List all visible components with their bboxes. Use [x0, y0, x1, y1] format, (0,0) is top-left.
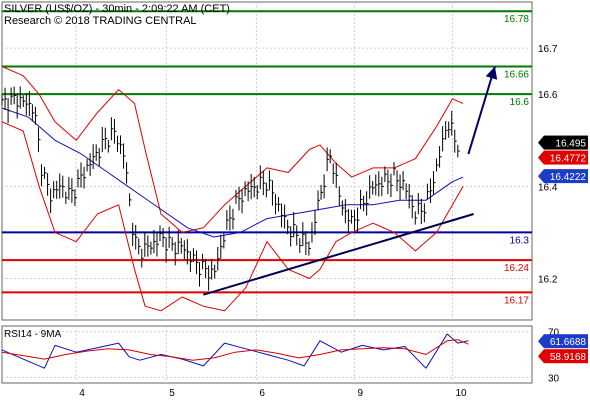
rsi-tick-label: 30 [548, 373, 560, 384]
level-label: 16.3 [510, 235, 530, 246]
price-tag-pointer [538, 169, 544, 184]
x-tick-label: 4 [79, 388, 85, 399]
price-tag-box [544, 150, 588, 165]
rsi-line [1, 333, 469, 369]
bollinger-upper-line [1, 66, 464, 233]
rsi-title: RSI14 - 9MA [4, 329, 62, 340]
level-label: 16.24 [504, 263, 529, 274]
target-arrow-shaft [467, 66, 496, 155]
moving-average-line [1, 107, 464, 238]
bollinger-lower-line [1, 121, 464, 312]
rsi-tag-pointer [538, 334, 544, 349]
x-tick-label: 9 [357, 388, 363, 399]
price-tag-box [544, 169, 588, 184]
y-tick-label: 16.6 [538, 90, 558, 101]
rsi-tag-box [544, 334, 588, 349]
price-tag-pointer [538, 135, 544, 150]
price-tags: 16.495 16.4772 16.4222 61.6688 58.9168 [538, 135, 588, 364]
x-tick-label: 5 [169, 388, 175, 399]
x-tick-label: 6 [259, 388, 265, 399]
main-panel-frame [1, 1, 533, 321]
rsi-ma-line [1, 339, 469, 361]
price-tag-label: 16.4772 [550, 154, 587, 165]
chart-title: SILVER (US$/OZ) - 30min - 2:09:22 AM (CE… [4, 3, 230, 15]
price-tag-box [544, 135, 588, 150]
trendline [203, 213, 474, 296]
rsi-tick-label: 70 [548, 328, 560, 339]
price-tag-pointer [538, 150, 544, 165]
rsi-lines [1, 333, 469, 369]
price-axis: 16.2 16.4 16.6 16.7 [538, 44, 558, 285]
rsi-grid [2, 326, 532, 383]
y-tick-label: 16.4 [538, 182, 558, 193]
time-axis: 4 5 6 9 10 [79, 388, 467, 399]
rsi-tag-pointer [538, 349, 544, 364]
indicator-lines [1, 66, 464, 312]
level-label: 16.17 [504, 295, 529, 306]
rsi-tag-box [544, 349, 588, 364]
level-lines: 16.78 16.66 16.6 16.3 16.24 16.17 [2, 10, 532, 306]
price-tag-label: 16.4222 [550, 172, 587, 183]
rsi-tag-label: 58.9168 [550, 352, 587, 363]
level-label: 16.6 [510, 97, 530, 108]
rsi-tag-label: 61.6688 [550, 337, 587, 348]
y-tick-label: 16.7 [538, 44, 558, 55]
level-label: 16.66 [504, 70, 529, 81]
price-bars [1, 86, 460, 291]
rsi-axis: 30 70 [548, 328, 560, 385]
target-arrow-head [485, 66, 498, 80]
price-tag-label: 16.495 [555, 139, 586, 150]
x-tick-label: 10 [456, 388, 468, 399]
chart-subtitle: Research © 2018 TRADING CENTRAL [4, 15, 197, 27]
rsi-panel-frame [1, 325, 533, 384]
y-tick-label: 16.2 [538, 275, 558, 286]
level-label: 16.78 [504, 14, 529, 25]
trend-overlays [203, 66, 498, 296]
